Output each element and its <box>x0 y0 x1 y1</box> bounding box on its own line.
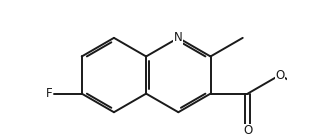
Text: O: O <box>275 69 285 82</box>
Text: N: N <box>174 31 183 44</box>
Text: O: O <box>243 124 252 137</box>
Text: F: F <box>46 87 52 100</box>
